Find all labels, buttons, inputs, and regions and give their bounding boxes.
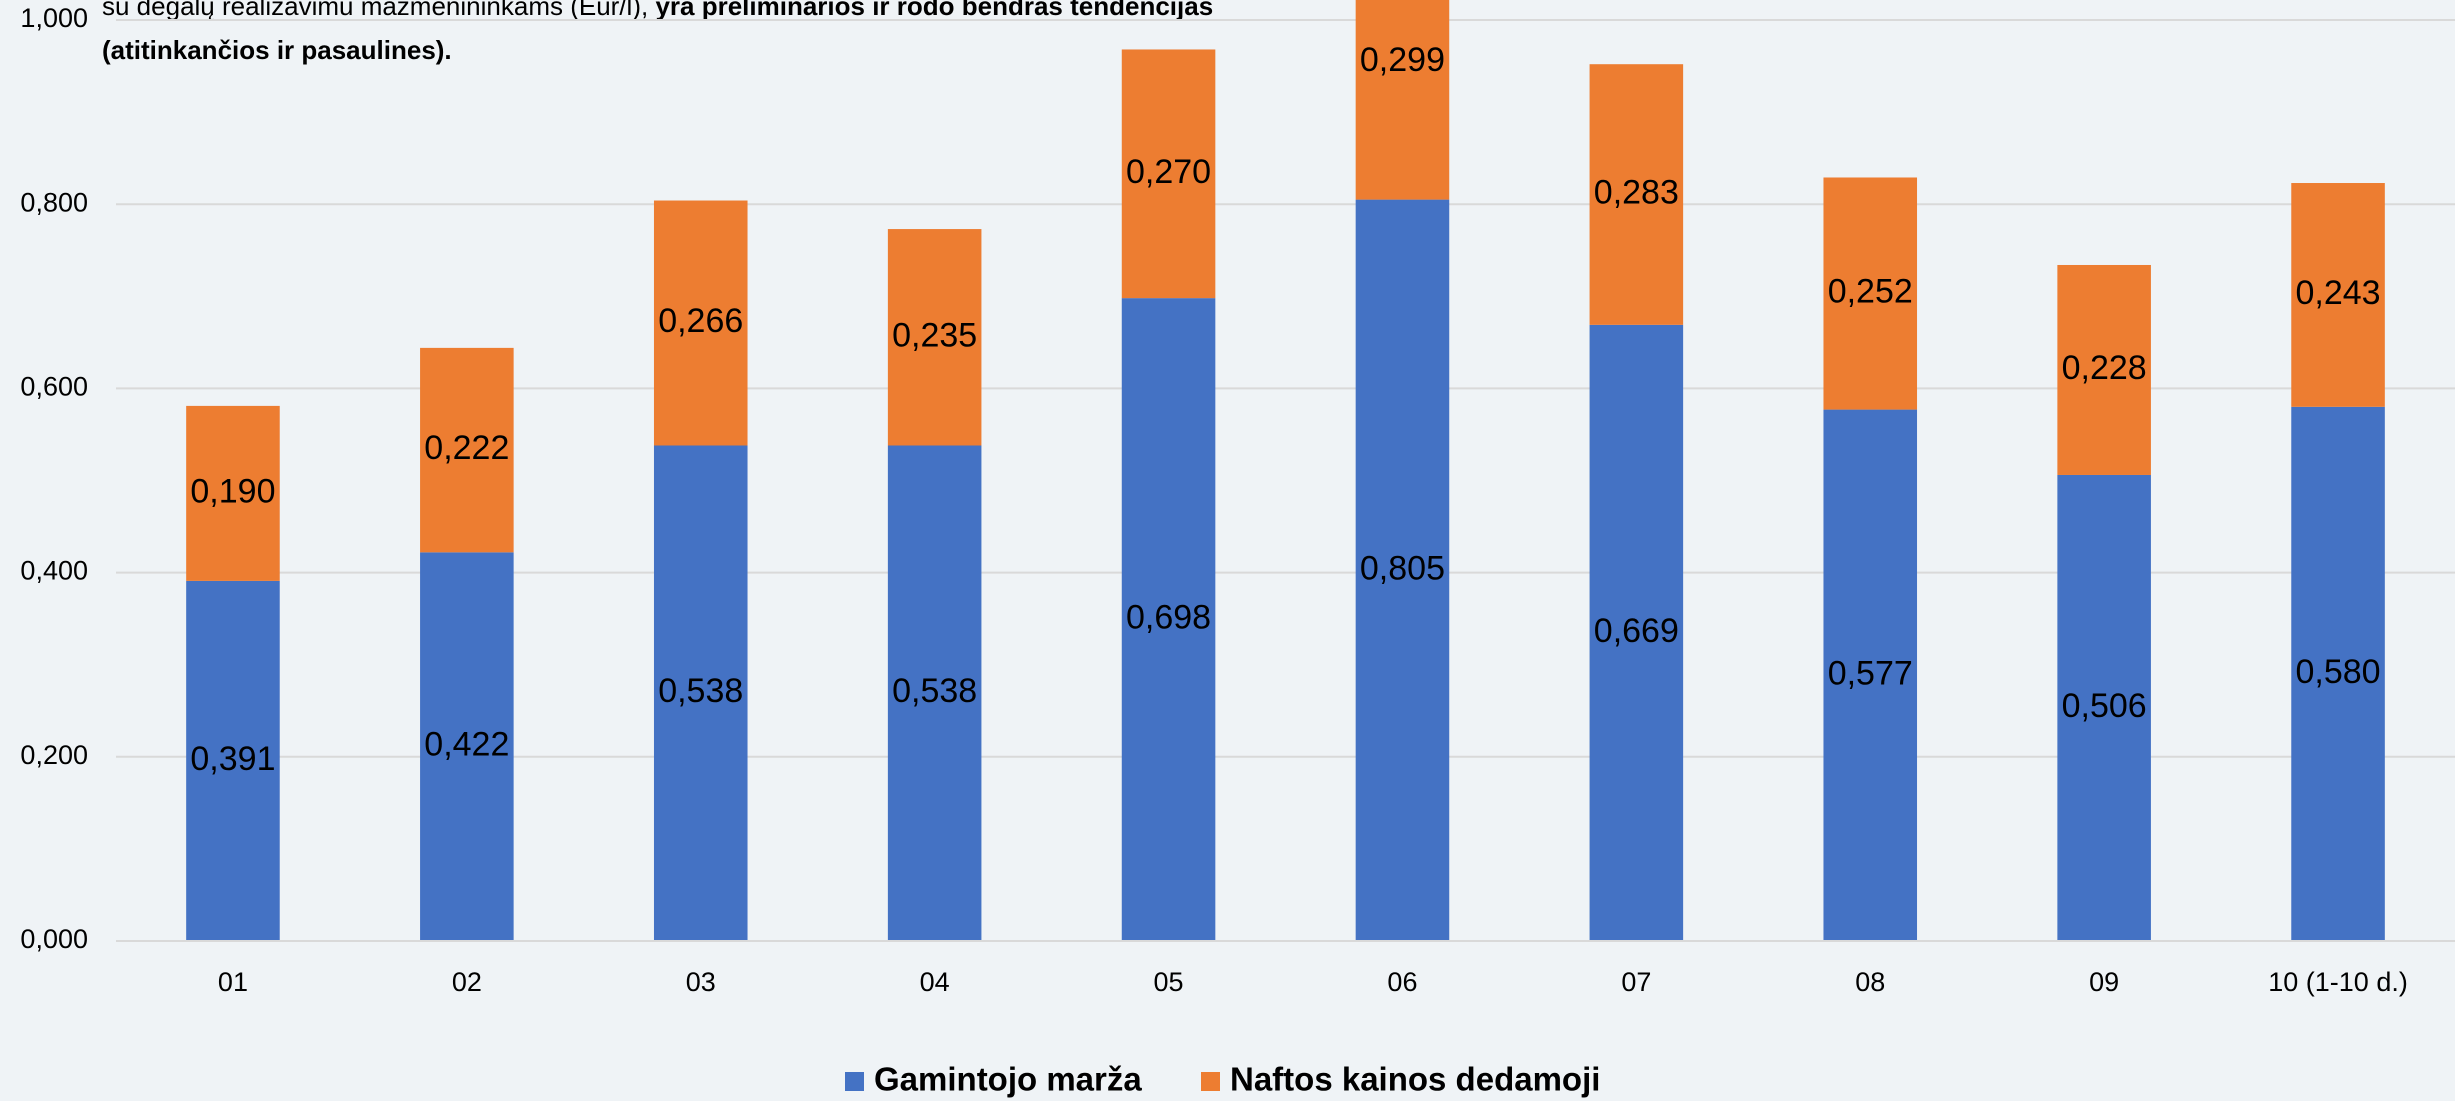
bar-segment	[1121, 49, 1216, 299]
bar-segment	[420, 552, 514, 941]
bar-segment	[2057, 264, 2151, 475]
bar-segment	[186, 405, 280, 581]
bar-segment	[2291, 406, 2385, 941]
data-label: 0,270	[1126, 153, 1211, 191]
annotation: su degalų realizavimu mažmenininkams (Eu…	[102, 0, 1213, 21]
data-label: 0,577	[1828, 654, 1913, 692]
y-tick-label: 0,000	[20, 924, 88, 954]
x-tick-label: 07	[1621, 967, 1651, 997]
legend-swatch	[1201, 1072, 1220, 1091]
annotation-text: (atitinkančios ir pasaulines).	[102, 35, 452, 65]
bar-segment	[653, 445, 748, 941]
x-tick-label: 03	[686, 967, 716, 997]
data-label: 0,299	[1360, 41, 1445, 79]
x-tick-label: 08	[1855, 967, 1885, 997]
bar-segment	[2291, 183, 2385, 407]
bar-segment	[1355, 199, 1450, 942]
x-tick-label: 05	[1154, 967, 1184, 997]
data-label: 0,805	[1360, 549, 1445, 587]
data-label: 0,391	[190, 740, 275, 778]
legend-swatch	[845, 1072, 864, 1091]
x-tick-label: 10 (1-10 d.)	[2268, 967, 2408, 997]
data-label: 0,235	[892, 316, 977, 354]
annotation-text: su degalų realizavimu mažmenininkams (Eu…	[102, 0, 655, 21]
x-tick-label: 09	[2089, 967, 2119, 997]
bar-segment	[887, 445, 982, 941]
data-label: 0,252	[1828, 273, 1913, 311]
bar-segment	[2057, 474, 2151, 941]
bar-segment	[1823, 409, 1918, 941]
bar-segment	[1823, 177, 1918, 410]
bar-segment	[186, 580, 280, 941]
data-label: 0,222	[424, 429, 509, 467]
x-tick-label: 06	[1387, 967, 1417, 997]
data-label: 0,580	[2296, 653, 2381, 691]
data-label: 0,538	[658, 672, 743, 710]
y-tick-label: 0,800	[20, 187, 88, 217]
bar-segment	[887, 229, 982, 446]
legend-label: Naftos kainos dedamoji	[1230, 1061, 1600, 1098]
y-tick-label: 0,400	[20, 556, 88, 586]
bar-segment	[1355, 0, 1450, 200]
y-tick-label: 0,200	[20, 740, 88, 770]
bar-segment	[1589, 64, 1684, 325]
y-tick-label: 1,000	[20, 3, 88, 33]
bar-segment	[1589, 324, 1684, 941]
x-tick-label: 01	[218, 967, 248, 997]
data-label: 0,190	[190, 472, 275, 510]
x-tick-label: 02	[452, 967, 482, 997]
x-tick-label: 04	[920, 967, 950, 997]
data-label: 0,506	[2062, 687, 2147, 725]
data-label: 0,283	[1594, 174, 1679, 212]
data-label: 0,538	[892, 672, 977, 710]
bar-segment	[420, 347, 514, 553]
data-label: 0,669	[1594, 612, 1679, 650]
data-label: 0,266	[658, 302, 743, 340]
y-tick-label: 0,600	[20, 372, 88, 402]
annotation-text: yra preliminarios ir rodo bendras tenden…	[655, 0, 1213, 21]
data-label: 0,243	[2296, 274, 2381, 312]
legend-label: Gamintojo marža	[874, 1061, 1142, 1098]
data-label: 0,422	[424, 726, 509, 764]
bar-segment	[653, 200, 748, 446]
data-label: 0,228	[2062, 349, 2147, 387]
data-label: 0,698	[1126, 599, 1211, 637]
bar-segment	[1121, 298, 1216, 942]
